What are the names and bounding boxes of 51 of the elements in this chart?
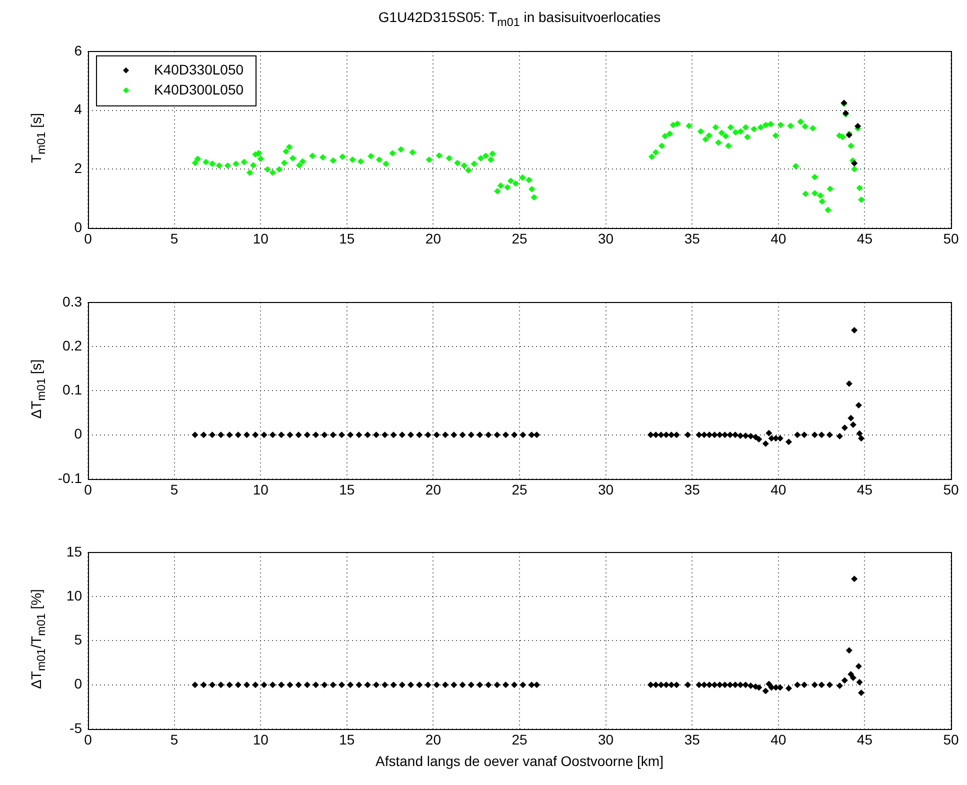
y-tick-label: 2: [74, 160, 82, 176]
y-tick-label: 4: [74, 101, 82, 118]
y-tick-label: 0: [74, 218, 82, 235]
x-tick-label: 30: [598, 731, 614, 748]
x-tick-label: 35: [684, 481, 700, 498]
x-tick-label: 25: [512, 731, 528, 748]
x-axis-title: Afstand langs de oever vanaf Oostvoorne [km]: [374, 753, 664, 769]
x-tick-label: 5: [170, 481, 178, 498]
x-tick-label: 50: [943, 731, 959, 748]
x-tick-label: 35: [684, 731, 700, 748]
y-tick-label: 5: [74, 632, 82, 648]
x-tick-label: 10: [252, 230, 269, 246]
y-tick-label: -0.1: [58, 470, 82, 486]
y-tick-label: 0: [74, 426, 82, 442]
x-tick-label: 5: [170, 230, 178, 246]
y-tick-label: 10: [66, 587, 82, 604]
x-tick-label: 20: [425, 481, 442, 498]
x-tick-label: 45: [856, 731, 873, 748]
x-tick-label: 35: [684, 230, 700, 246]
y-tick-label: -5: [70, 720, 82, 736]
x-tick-label: 20: [425, 731, 442, 748]
x-tick-label: 45: [856, 230, 873, 246]
x-tick-label: 5: [170, 731, 178, 748]
legend-label: K40D330L050: [154, 61, 244, 78]
y-tick-label: 0.2: [62, 337, 82, 354]
x-tick-label: 40: [770, 731, 786, 748]
x-tick-label: 0: [84, 731, 92, 748]
x-tick-label: 10: [252, 731, 269, 748]
x-tick-label: 0: [84, 230, 92, 246]
x-tick-label: 15: [339, 230, 355, 246]
x-tick-label: 40: [770, 481, 786, 498]
chart-title: G1U42D315S05: T$_{m01}$ in basisuitvoerlocaties: [377, 9, 662, 29]
x-tick-label: 50: [943, 230, 959, 246]
x-tick-label: 25: [512, 481, 528, 498]
x-tick-label: 0: [84, 481, 92, 498]
x-tick-label: 15: [339, 481, 355, 498]
y-tick-label: 0.1: [62, 382, 82, 398]
x-tick-label: 40: [770, 230, 786, 246]
x-tick-label: 45: [856, 481, 873, 498]
x-tick-label: 30: [598, 481, 614, 498]
y-tick-label: 0: [74, 676, 82, 692]
x-tick-label: 20: [425, 230, 442, 246]
legend-label: K40D300L050: [154, 81, 244, 98]
y-tick-label: 0.3: [62, 293, 82, 310]
x-tick-label: 25: [512, 230, 528, 246]
x-tick-label: 10: [252, 481, 269, 498]
x-tick-label: 15: [339, 731, 355, 748]
x-tick-label: 50: [943, 481, 959, 498]
y-tick-label: 15: [66, 543, 82, 560]
y-tick-label: 6: [74, 42, 82, 58]
x-tick-label: 30: [598, 230, 614, 246]
